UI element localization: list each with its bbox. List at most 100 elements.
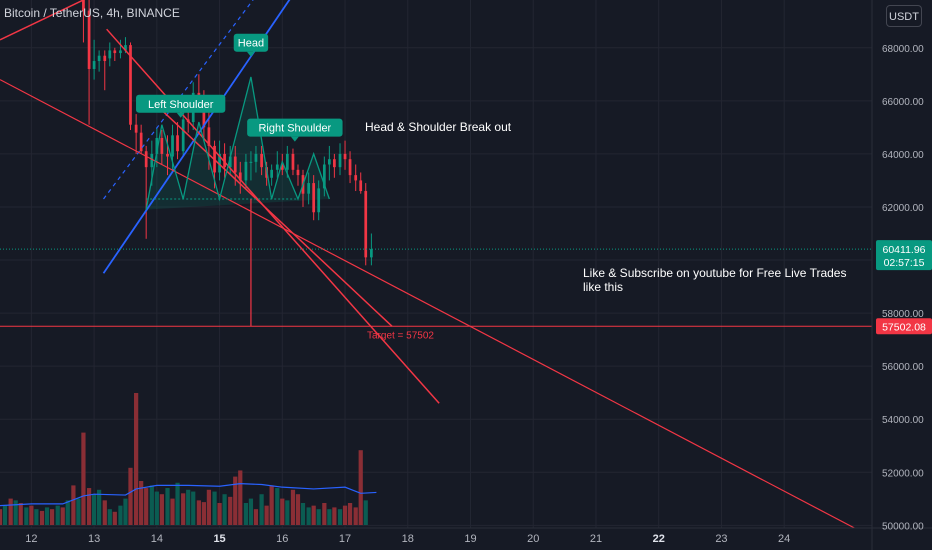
candle-body — [364, 191, 368, 258]
time-tick-label: 21 — [590, 533, 602, 545]
symbol-title[interactable]: Bitcoin / TetherUS, 4h, BINANCE — [4, 6, 180, 20]
candle-body — [92, 61, 96, 69]
candle-body — [359, 180, 363, 192]
volume-bar — [91, 494, 97, 525]
volume-bar — [8, 498, 13, 525]
target-price-axis-label: 57502.08 — [882, 321, 926, 333]
time-tick-label: 18 — [402, 533, 414, 545]
volume-bar — [44, 507, 50, 525]
candle-body — [176, 135, 179, 152]
volume-bar — [327, 509, 332, 525]
volume-bar — [18, 503, 23, 525]
volume-bar — [71, 485, 76, 525]
price-tick-label: 52000.00 — [882, 468, 924, 479]
left-shoulder-label: Left Shoulder — [148, 99, 214, 111]
volume-bar — [269, 485, 274, 525]
time-axis-panel — [0, 528, 932, 550]
price-tick-label: 64000.00 — [882, 150, 924, 161]
candle-body — [181, 119, 185, 152]
volume-bar — [280, 498, 285, 525]
chart-grid — [0, 0, 872, 528]
candle-body — [82, 0, 85, 11]
candle-body — [244, 161, 248, 181]
volume-bar — [170, 498, 175, 525]
candle-body — [307, 183, 311, 194]
candle-body — [275, 164, 279, 170]
volume-bar — [81, 432, 86, 525]
channel-mid-dashed-line — [103, 0, 254, 200]
volume-bar — [337, 509, 343, 525]
target-label: Target = 57502 — [367, 330, 434, 341]
volume-bar — [363, 500, 368, 525]
candle-body — [87, 10, 91, 69]
volume-bar — [76, 498, 81, 525]
trend-drawings[interactable]: Target = 57502 — [0, 0, 872, 532]
time-tick-label: 16 — [276, 533, 288, 545]
volume-bar — [358, 450, 363, 525]
volume-bar — [149, 485, 154, 525]
candle-body — [354, 175, 358, 181]
volume-bar — [248, 498, 254, 525]
candle-body — [134, 124, 138, 133]
right-shoulder-label-bg — [247, 118, 343, 137]
volume-bar — [154, 491, 159, 525]
volume-bar — [175, 482, 180, 525]
candle-body — [228, 156, 232, 168]
volume-bar — [332, 507, 337, 525]
volume-bar — [253, 509, 259, 525]
volume-bar — [112, 511, 117, 525]
right-shoulder-label-pointer — [290, 136, 299, 142]
candle-body — [144, 151, 148, 168]
currency-button[interactable]: USDT — [886, 5, 922, 27]
candle-body — [150, 153, 154, 168]
volume-bar — [34, 509, 39, 525]
price-tick-label: 62000.00 — [882, 203, 924, 214]
candle-body — [322, 164, 326, 189]
volume-bar — [134, 393, 139, 525]
volume-bar — [55, 505, 60, 525]
volume-bar — [0, 509, 3, 525]
time-tick-label: 13 — [88, 533, 100, 545]
right-shoulder-label: Right Shoulder — [258, 123, 331, 135]
head-shoulders-outline — [145, 76, 330, 210]
volume-bar — [206, 489, 212, 525]
volume-bar — [259, 494, 264, 525]
volume-bar — [144, 488, 149, 525]
candle-body — [202, 100, 206, 128]
volume-bar — [165, 488, 170, 525]
candle-body — [155, 137, 159, 154]
volume-bar — [102, 500, 107, 525]
trend-line-long — [0, 79, 860, 532]
volume-bar — [306, 507, 311, 525]
neckline-break-line — [162, 110, 393, 327]
volume-bar — [29, 505, 34, 525]
candle-body — [254, 153, 258, 162]
left-shoulder-label-pointer — [176, 112, 185, 118]
time-tick-label: 12 — [25, 533, 37, 545]
volume-bar — [290, 489, 296, 525]
candle-body — [223, 153, 226, 168]
volume-bar — [228, 496, 233, 525]
volume-bar — [118, 505, 123, 525]
volume-bar — [347, 503, 353, 525]
price-tick-label: 66000.00 — [882, 97, 924, 108]
channel-lower-line — [102, 0, 291, 274]
candle-body — [312, 183, 316, 213]
volume-bar — [243, 503, 249, 525]
breakout-annotation: Head & Shoulder Break out — [365, 120, 512, 134]
time-tick-label: 15 — [213, 533, 225, 545]
candle-body — [108, 50, 112, 59]
price-axis-panel — [872, 0, 932, 550]
time-tick-label: 24 — [778, 533, 790, 545]
volume-bar — [186, 489, 191, 525]
volume-bar — [86, 488, 92, 525]
head-shoulders-fill — [146, 76, 330, 210]
candle-body — [113, 50, 117, 54]
candle-body — [160, 137, 164, 154]
volume-bar — [39, 510, 45, 525]
volume-bar — [128, 467, 133, 525]
volume-bar — [2, 505, 8, 525]
volume-bar — [201, 502, 206, 525]
